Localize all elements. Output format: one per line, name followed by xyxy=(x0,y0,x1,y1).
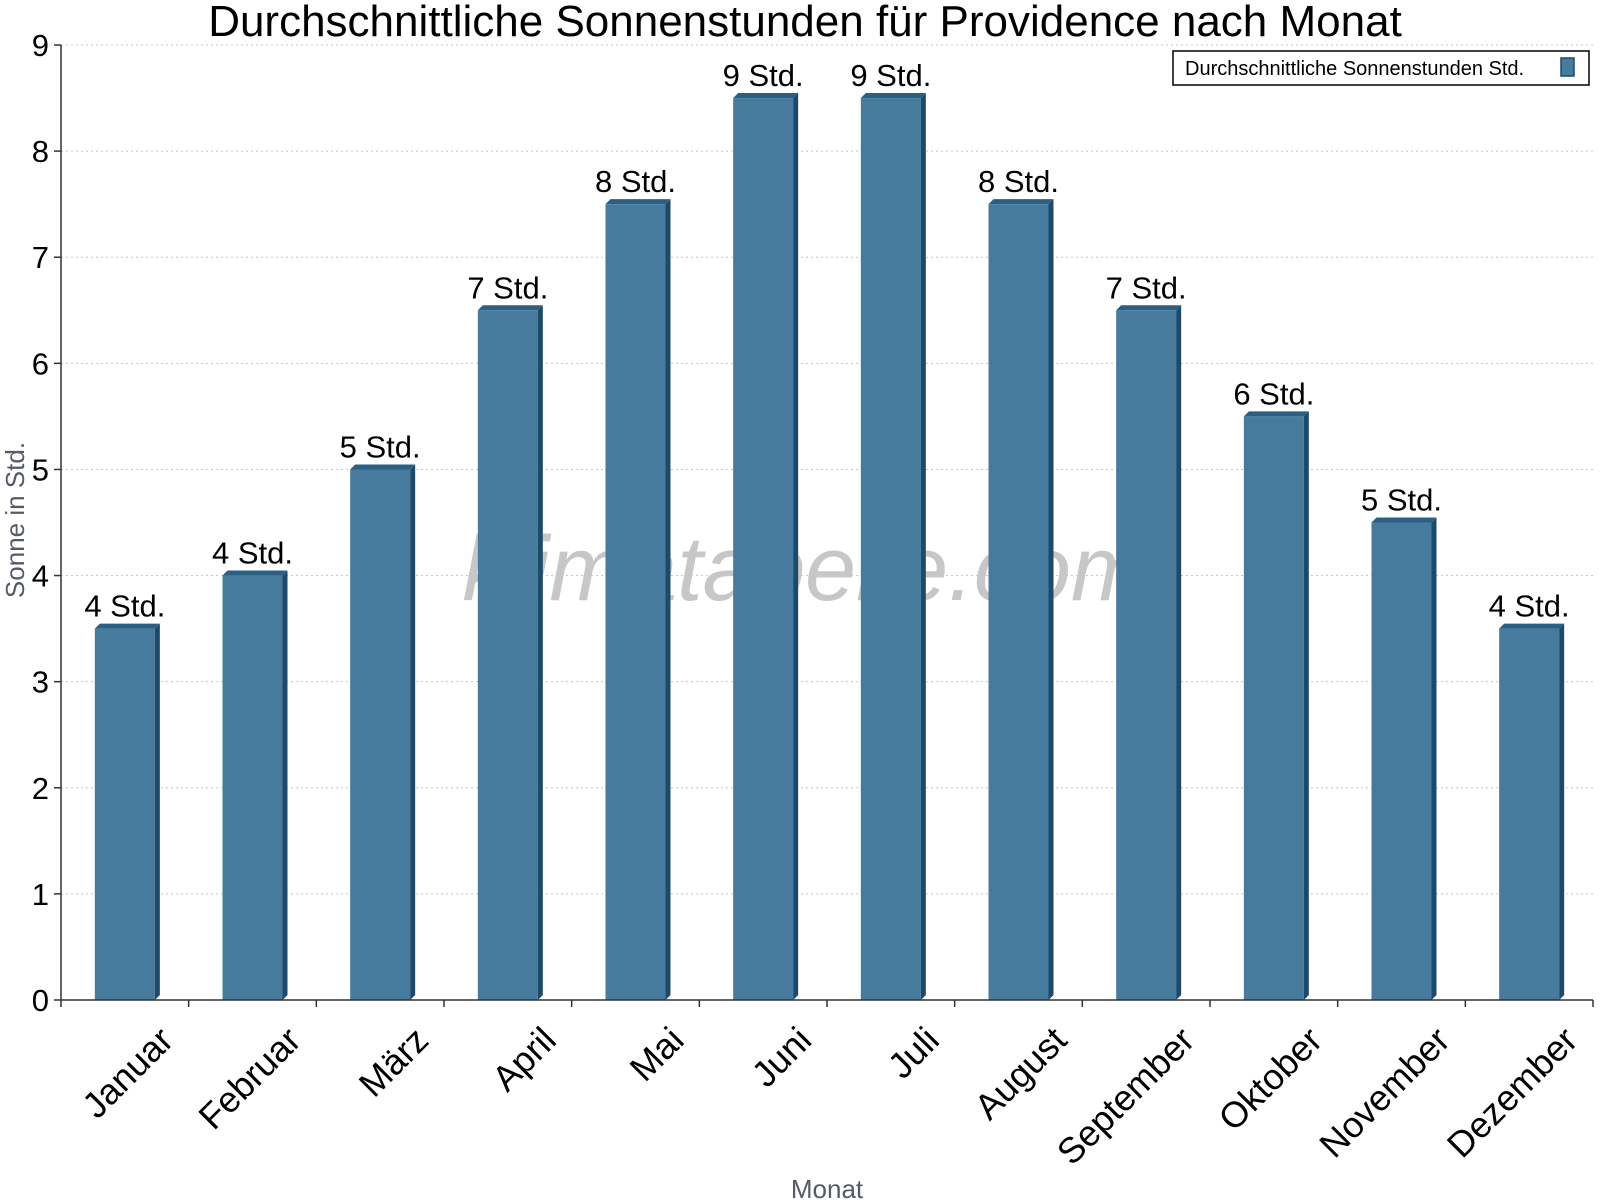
data-label: 4 Std. xyxy=(212,536,293,571)
bar xyxy=(605,199,671,1000)
bar xyxy=(350,464,416,1000)
bar-front xyxy=(733,98,794,1001)
bar xyxy=(1116,305,1182,1000)
data-label: 9 Std. xyxy=(850,58,931,93)
bar-front xyxy=(1116,310,1177,1000)
bar xyxy=(1243,411,1309,1000)
y-tick-label: 3 xyxy=(32,665,49,700)
y-tick-label: 7 xyxy=(32,240,49,275)
bar-front xyxy=(94,628,155,1000)
bar-top xyxy=(1371,517,1437,523)
y-tick-label: 0 xyxy=(32,983,49,1018)
bar xyxy=(988,199,1054,1000)
y-tick-label: 4 xyxy=(32,559,49,594)
bar-top xyxy=(94,623,160,629)
x-tick-label: November xyxy=(1311,1019,1457,1165)
bar-top xyxy=(1243,411,1309,417)
axes xyxy=(54,44,1594,1007)
bar-front xyxy=(477,310,538,1000)
y-axis-label: Sonne in Std. xyxy=(0,442,30,598)
y-tick-labels: 0 1 2 3 4 5 6 7 8 9 xyxy=(32,28,49,1018)
y-tick-label: 1 xyxy=(32,877,49,912)
x-tick-label: Januar xyxy=(74,1019,181,1126)
bar-side xyxy=(1559,623,1565,1000)
bar-top xyxy=(733,93,799,99)
bar-side xyxy=(282,570,288,1000)
legend-box xyxy=(1172,50,1590,86)
bars xyxy=(94,93,1565,1001)
data-label: 8 Std. xyxy=(978,164,1059,199)
bar-side xyxy=(1176,305,1182,1000)
bar-top xyxy=(222,570,288,576)
grid-lines xyxy=(61,44,1593,895)
x-tick-label: September xyxy=(1049,1019,1203,1173)
x-tick-label: März xyxy=(351,1019,437,1105)
data-labels: 4 Std. 4 Std. 5 Std. 7 Std. 8 Std. 9 Std. 9 St… xyxy=(84,58,1569,624)
x-tick-label: August xyxy=(966,1019,1074,1127)
x-tick-label: April xyxy=(484,1019,564,1099)
bar-side xyxy=(793,93,799,1001)
bar xyxy=(733,93,799,1001)
x-tick-label: Juli xyxy=(880,1019,947,1086)
bar-side xyxy=(1048,199,1054,1000)
bar xyxy=(860,93,926,1001)
data-label: 4 Std. xyxy=(1489,589,1570,624)
data-label: 9 Std. xyxy=(723,58,804,93)
y-tick-label: 8 xyxy=(32,134,49,169)
x-tick-label: Dezember xyxy=(1439,1019,1585,1165)
bar-top xyxy=(988,199,1054,205)
data-label: 7 Std. xyxy=(467,270,548,305)
bar-side xyxy=(665,199,671,1000)
y-tick-label: 5 xyxy=(32,452,49,487)
bar-side xyxy=(537,305,543,1000)
bar-front xyxy=(988,204,1049,1000)
x-tick-labels: Januar Februar März April Mai Juni Juli AugustS… xyxy=(74,1019,1585,1173)
x-tick-label: Mai xyxy=(622,1019,692,1089)
bar xyxy=(1371,517,1437,1000)
y-tick-label: 9 xyxy=(32,28,49,63)
x-tick-label: Juni xyxy=(743,1019,819,1095)
data-label: 8 Std. xyxy=(595,164,676,199)
legend-label: Durchschnittliche Sonnenstunden Std. xyxy=(1185,58,1524,80)
data-label: 5 Std. xyxy=(1361,483,1442,518)
bar xyxy=(1499,623,1565,1000)
bar-top xyxy=(477,305,543,311)
data-label: 6 Std. xyxy=(1233,376,1314,411)
bar-front xyxy=(1499,628,1560,1000)
data-label: 5 Std. xyxy=(340,429,421,464)
x-tick-label: Februar xyxy=(190,1019,308,1137)
y-tick-label: 2 xyxy=(32,771,49,806)
bar-front xyxy=(350,469,411,1000)
bar-side xyxy=(410,464,416,1000)
y-tick-label: 6 xyxy=(32,346,49,381)
bar-side xyxy=(1431,517,1437,1000)
bar-top xyxy=(605,199,671,205)
bar-side xyxy=(920,93,926,1001)
bar-front xyxy=(1371,522,1432,1000)
bar-front xyxy=(1243,416,1304,1000)
data-label: 4 Std. xyxy=(84,589,165,624)
bar xyxy=(477,305,543,1000)
data-label: 7 Std. xyxy=(1106,270,1187,305)
bar-top xyxy=(350,464,416,470)
legend: Durchschnittliche Sonnenstunden Std. xyxy=(1172,50,1590,86)
legend-swatch xyxy=(1560,57,1575,77)
bar-top xyxy=(860,93,926,99)
chart-title: Durchschnittliche Sonnenstunden für Prov… xyxy=(208,0,1402,46)
x-tick-label: Oktober xyxy=(1210,1019,1330,1139)
bar-top xyxy=(1499,623,1565,629)
bar xyxy=(94,623,160,1000)
bar xyxy=(222,570,288,1000)
bar-side xyxy=(154,623,160,1000)
bar-side xyxy=(1303,411,1309,1000)
x-axis-label: Monat xyxy=(791,1174,864,1200)
bar-front xyxy=(860,98,921,1001)
bar-front xyxy=(222,575,283,1000)
bar-top xyxy=(1116,305,1182,311)
bar-front xyxy=(605,204,666,1000)
